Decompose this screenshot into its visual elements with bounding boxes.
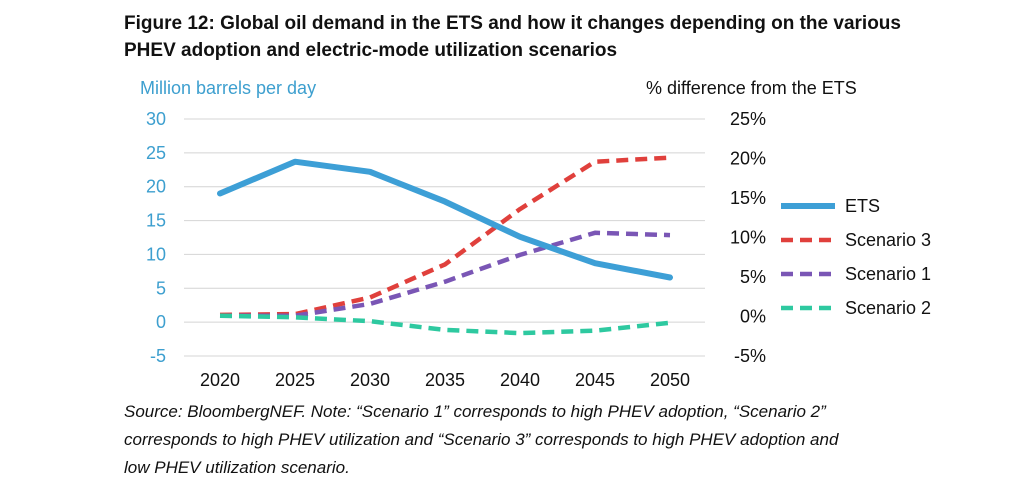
chart-title-line-2: PHEV adoption and electric-mode utilizat… xyxy=(124,40,618,61)
right-axis-tick-label: 25% xyxy=(730,109,766,129)
right-axis-tick-label: 10% xyxy=(730,228,766,248)
legend-label-scenario-1: Scenario 1 xyxy=(845,264,931,284)
right-axis-label: % difference from the ETS xyxy=(646,78,857,98)
x-axis-tick-label: 2025 xyxy=(275,370,315,390)
left-axis-tick-label: 25 xyxy=(146,143,166,163)
x-axis-tick-label: 2050 xyxy=(650,370,690,390)
chart-title-line-1: Figure 12: Global oil demand in the ETS … xyxy=(124,13,901,34)
source-note-line-3: low PHEV utilization scenario. xyxy=(124,458,350,477)
legend-label-scenario-2: Scenario 2 xyxy=(845,298,931,318)
legend-label-ets: ETS xyxy=(845,196,880,216)
source-note-line-2: corresponds to high PHEV utilization and… xyxy=(124,430,839,449)
left-axis-tick-label: 30 xyxy=(146,109,166,129)
right-axis-tick-label: 20% xyxy=(730,149,766,169)
left-axis-tick-label: 15 xyxy=(146,211,166,231)
source-note: Source: BloombergNEF. Note: “Scenario 1”… xyxy=(124,398,984,482)
x-axis-tick-label: 2035 xyxy=(425,370,465,390)
x-axis-tick-label: 2040 xyxy=(500,370,540,390)
left-axis-tick-label: 20 xyxy=(146,177,166,197)
series-line-scenario-3 xyxy=(219,155,671,318)
right-axis-tick-label: 0% xyxy=(740,307,766,327)
right-axis-tick-label: 15% xyxy=(730,188,766,208)
left-axis-tick-label: 10 xyxy=(146,244,166,264)
x-axis-tick-label: 2020 xyxy=(200,370,240,390)
left-axis-tick-label: 0 xyxy=(156,312,166,332)
x-axis-tick-label: 2045 xyxy=(575,370,615,390)
left-axis-label: Million barrels per day xyxy=(140,78,317,98)
right-axis-tick-label: 5% xyxy=(740,267,766,287)
source-note-line-1: Source: BloombergNEF. Note: “Scenario 1”… xyxy=(124,402,826,421)
x-axis-tick-label: 2030 xyxy=(350,370,390,390)
right-axis-tick-label: -5% xyxy=(734,346,766,366)
series-line-ets xyxy=(217,158,673,281)
left-axis-tick-label: -5 xyxy=(150,346,166,366)
left-axis-tick-label: 5 xyxy=(156,278,166,298)
legend-label-scenario-3: Scenario 3 xyxy=(845,230,931,250)
series-line-scenario-2 xyxy=(219,313,671,336)
series-line-scenario-1 xyxy=(220,230,671,318)
chart-title: Figure 12: Global oil demand in the ETS … xyxy=(124,10,984,64)
